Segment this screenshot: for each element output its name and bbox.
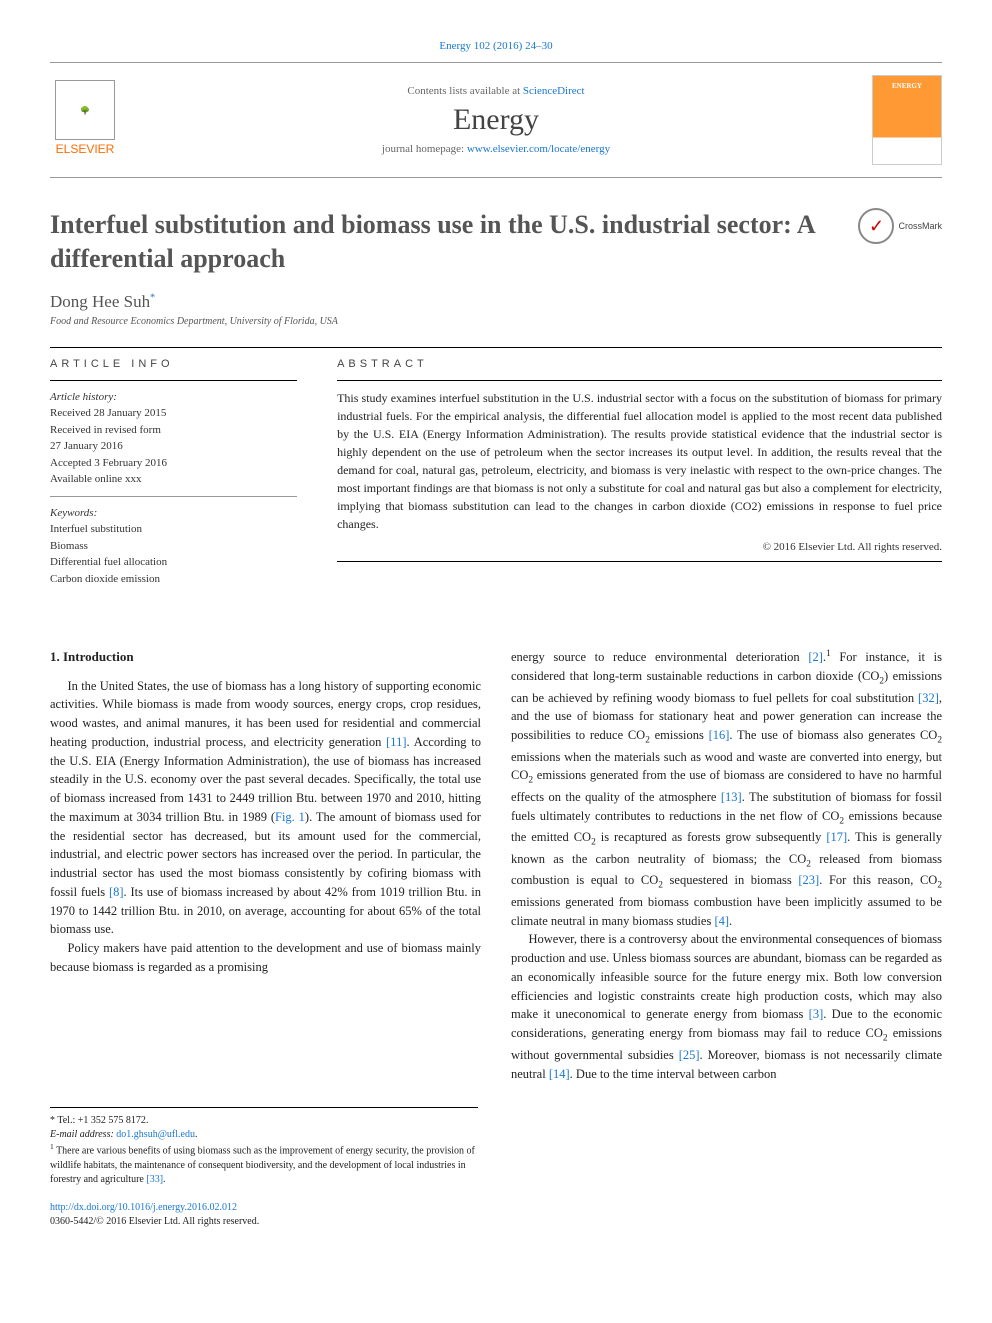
keywords-block: Keywords: Interfuel substitution Biomass… (50, 505, 297, 588)
citation-ref[interactable]: [2] (808, 650, 823, 664)
received-date: Received 28 January 2015 (50, 407, 166, 419)
body-text: is recaptured as forests grow subsequent… (596, 830, 827, 844)
body-paragraph: Policy makers have paid attention to the… (50, 939, 481, 977)
author-text: Dong Hee Suh (50, 292, 150, 311)
homepage-link[interactable]: www.elsevier.com/locate/energy (467, 143, 610, 155)
keyword: Interfuel substitution (50, 523, 142, 535)
sciencedirect-link[interactable]: ScienceDirect (523, 85, 585, 97)
body-columns: 1. Introduction In the United States, th… (50, 647, 942, 1083)
subscript: 2 (937, 881, 942, 891)
left-column: 1. Introduction In the United States, th… (50, 647, 481, 1083)
corresponding-email: E-mail address: do1.ghsuh@ufl.edu. (50, 1128, 478, 1142)
abstract-column: ABSTRACT This study examines interfuel s… (337, 358, 942, 588)
keywords-label: Keywords: (50, 507, 97, 519)
citation-ref[interactable]: [33] (146, 1174, 163, 1185)
figure-ref[interactable]: Fig. 1 (275, 810, 305, 824)
body-text: energy source to reduce environmental de… (511, 650, 808, 664)
citation-ref[interactable]: [23] (798, 873, 819, 887)
citation-ref[interactable]: [17] (826, 830, 847, 844)
citation-line: Energy 102 (2016) 24–30 (50, 40, 942, 52)
body-text: . Due to the time interval between carbo… (570, 1067, 777, 1081)
journal-name: Energy (130, 103, 862, 137)
email-label: E-mail address: (50, 1129, 116, 1140)
contents-available-line: Contents lists available at ScienceDirec… (130, 85, 862, 97)
doi-block: http://dx.doi.org/10.1016/j.energy.2016.… (50, 1201, 942, 1229)
article-title: Interfuel substitution and biomass use i… (50, 208, 848, 276)
revised-date: 27 January 2016 (50, 440, 123, 452)
body-text: . For this reason, CO (819, 873, 937, 887)
section-divider (50, 347, 942, 348)
keyword: Carbon dioxide emission (50, 573, 160, 585)
body-paragraph: In the United States, the use of biomass… (50, 677, 481, 940)
revised-label: Received in revised form (50, 424, 161, 436)
history-label: Article history: (50, 391, 117, 403)
tel-label: * Tel.: (50, 1115, 78, 1126)
citation-ref[interactable]: [25] (679, 1048, 700, 1062)
footnotes: * Tel.: +1 352 575 8172. E-mail address:… (50, 1107, 478, 1186)
abstract-divider (337, 380, 942, 381)
abstract-bottom-divider (337, 561, 942, 562)
citation-ref[interactable]: [11] (386, 735, 406, 749)
journal-header: 🌳 ELSEVIER Contents lists available at S… (50, 62, 942, 178)
article-info-label: ARTICLE INFO (50, 358, 297, 370)
crossmark-widget[interactable]: ✓ CrossMark (858, 208, 942, 244)
citation-ref[interactable]: [4] (714, 914, 729, 928)
header-center: Contents lists available at ScienceDirec… (130, 85, 862, 155)
citation-ref[interactable]: [32] (918, 691, 939, 705)
citation-ref[interactable]: [14] (549, 1067, 570, 1081)
author-name: Dong Hee Suh* (50, 292, 942, 312)
body-text: . The use of biomass also generates CO (729, 728, 937, 742)
crossmark-icon: ✓ (858, 208, 894, 244)
contents-prelabel: Contents lists available at (407, 85, 522, 97)
subscript: 2 (937, 736, 942, 746)
citation-ref[interactable]: [16] (709, 728, 730, 742)
keyword: Biomass (50, 540, 88, 552)
body-paragraph: However, there is a controversy about th… (511, 930, 942, 1083)
tel-value: +1 352 575 8172. (78, 1115, 149, 1126)
corresponding-tel: * Tel.: +1 352 575 8172. (50, 1114, 478, 1128)
abstract-text: This study examines interfuel substituti… (337, 389, 942, 533)
keyword: Differential fuel allocation (50, 556, 167, 568)
abstract-label: ABSTRACT (337, 358, 942, 370)
body-paragraph: energy source to reduce environmental de… (511, 647, 942, 930)
journal-cover-thumbnail: ENERGY (872, 75, 942, 165)
publisher-logo: 🌳 ELSEVIER (50, 80, 120, 160)
citation-ref[interactable]: [8] (109, 885, 124, 899)
footnote-1: 1 There are various benefits of using bi… (50, 1142, 478, 1186)
homepage-line: journal homepage: www.elsevier.com/locat… (130, 143, 862, 155)
cover-label: ENERGY (892, 82, 922, 90)
email-link[interactable]: do1.ghsuh@ufl.edu (116, 1129, 195, 1140)
doi-link[interactable]: http://dx.doi.org/10.1016/j.energy.2016.… (50, 1202, 237, 1213)
article-info-column: ARTICLE INFO Article history: Received 2… (50, 358, 297, 588)
crossmark-label: CrossMark (898, 221, 942, 231)
article-history: Article history: Received 28 January 201… (50, 389, 297, 497)
accepted-date: Accepted 3 February 2016 (50, 457, 167, 469)
footnote-text: There are various benefits of using biom… (50, 1146, 475, 1185)
citation-ref[interactable]: [13] (721, 790, 742, 804)
citation-ref[interactable]: [3] (809, 1007, 824, 1021)
online-date: Available online xxx (50, 473, 141, 485)
homepage-prelabel: journal homepage: (382, 143, 467, 155)
citation-link[interactable]: Energy 102 (2016) 24–30 (439, 40, 552, 52)
body-text: sequestered in biomass (663, 873, 798, 887)
affiliation: Food and Resource Economics Department, … (50, 316, 942, 327)
author-corresponding-marker: * (150, 292, 155, 303)
issn-copyright: 0360-5442/© 2016 Elsevier Ltd. All right… (50, 1216, 259, 1227)
publisher-name: ELSEVIER (56, 142, 115, 156)
body-text: . (729, 914, 732, 928)
intro-heading: 1. Introduction (50, 647, 481, 667)
copyright-line: © 2016 Elsevier Ltd. All rights reserved… (337, 541, 942, 553)
body-text: emissions (650, 728, 709, 742)
right-column: energy source to reduce environmental de… (511, 647, 942, 1083)
elsevier-tree-icon: 🌳 (55, 80, 115, 140)
